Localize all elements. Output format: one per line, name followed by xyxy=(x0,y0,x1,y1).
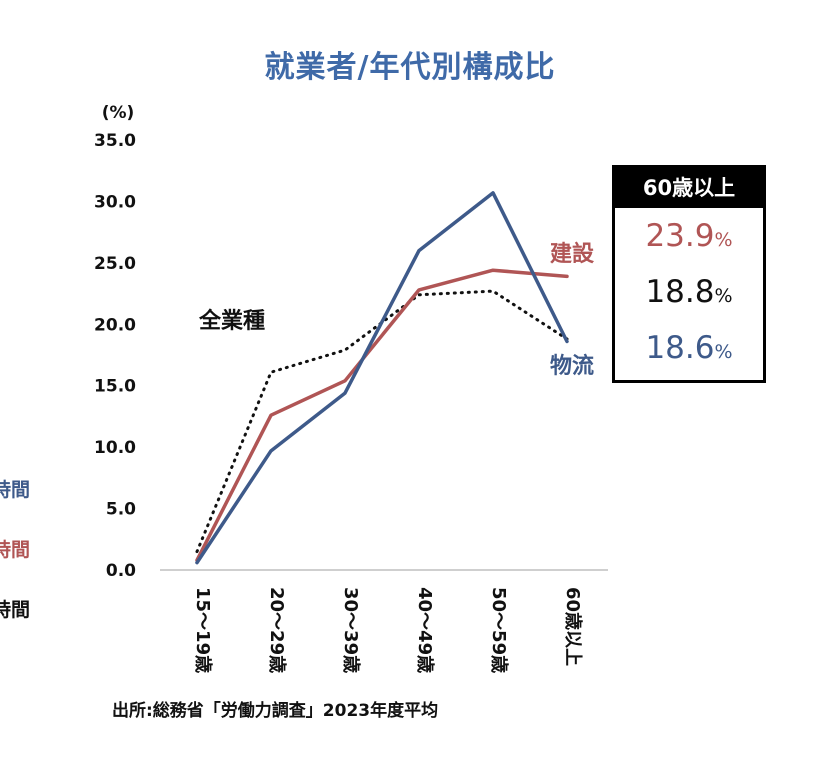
y-tick-label: 35.0 xyxy=(94,131,136,151)
series-label: 物流 xyxy=(550,353,594,379)
x-category-label: 15～19歳 xyxy=(192,587,213,673)
x-category-label: 50～59歳 xyxy=(488,587,509,673)
y-tick-label: 25.0 xyxy=(94,254,136,274)
summary-pct: % xyxy=(714,285,733,307)
summary-pct: % xyxy=(714,229,733,251)
x-category-label: 20～29歳 xyxy=(266,587,287,673)
summary-value-logistics: 18.6% xyxy=(615,320,763,376)
summary-box: 60歳以上 23.9% 18.8% 18.6% xyxy=(612,165,766,383)
summary-value: 18.6 xyxy=(645,330,715,366)
summary-value-construction: 23.9% xyxy=(615,208,763,264)
x-category-label: 30～39歳 xyxy=(340,587,361,673)
summary-box-header: 60歳以上 xyxy=(615,168,763,208)
y-unit-label: (%) xyxy=(102,103,135,123)
x-category-label: 40～49歳 xyxy=(414,587,435,673)
y-tick-label: 30.0 xyxy=(94,192,136,212)
legend-fragment-label: 時間 xyxy=(0,479,30,501)
summary-pct: % xyxy=(714,341,733,363)
legend-fragment-label: 時間 xyxy=(0,539,30,561)
summary-value: 23.9 xyxy=(645,218,715,254)
x-category-label: 60歳以上 xyxy=(562,587,583,666)
series-line xyxy=(195,191,569,565)
legend-fragment-label: 時間 xyxy=(0,599,30,621)
series-label: 全業種 xyxy=(198,308,265,334)
y-tick-label: 5.0 xyxy=(106,500,136,520)
y-tick-label: 20.0 xyxy=(94,315,136,335)
summary-value-all-industries: 18.8% xyxy=(615,264,763,320)
summary-value: 18.8 xyxy=(645,274,715,310)
source-note: 出所:総務省「労働力調査」2023年度平均 xyxy=(112,701,439,721)
y-tick-label: 15.0 xyxy=(94,377,136,397)
y-tick-label: 0.0 xyxy=(106,561,136,581)
series-line xyxy=(195,268,569,562)
series-label: 建設 xyxy=(550,241,595,267)
y-tick-label: 10.0 xyxy=(94,438,136,458)
chart-title: 就業者/年代別構成比 xyxy=(264,50,556,85)
